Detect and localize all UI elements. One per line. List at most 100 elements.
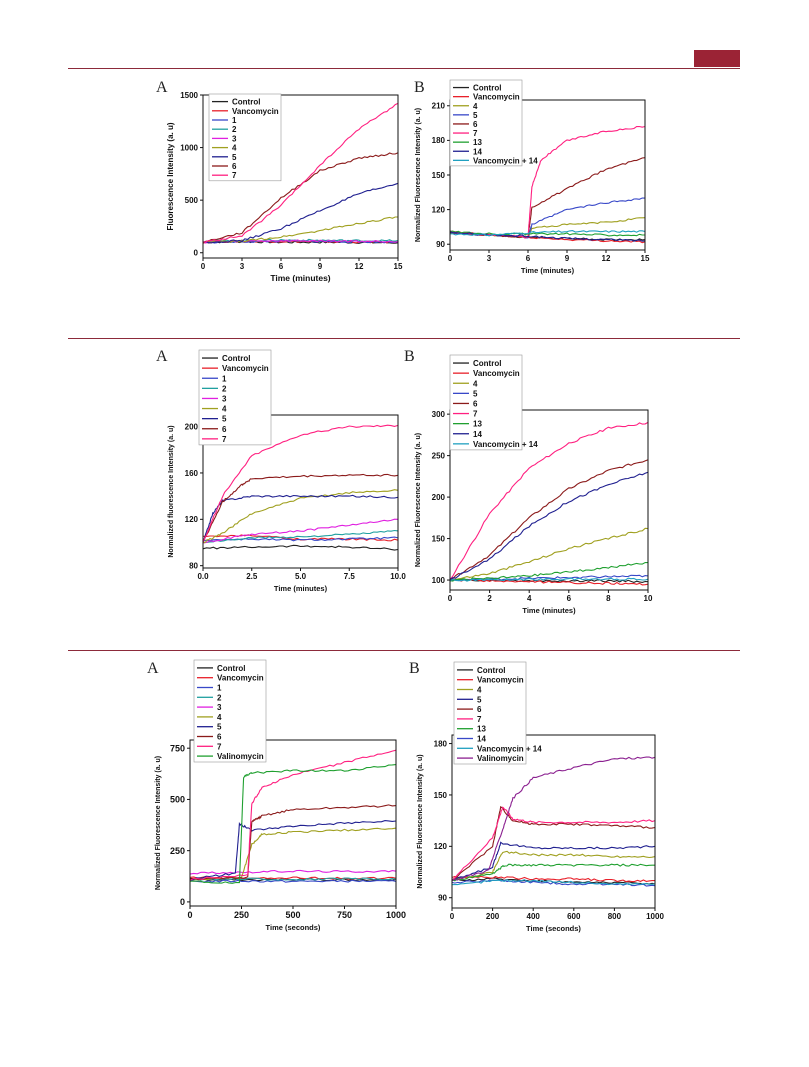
- chart-2: 0 3 6 9 12 15 90 120 150 180 210 Time (minutes) Norm…: [415, 79, 650, 275]
- legend-box: [193, 659, 267, 763]
- legend-entry: 6: [222, 425, 227, 434]
- series-line-13: [451, 863, 655, 882]
- y-tick-label: 500: [170, 795, 185, 805]
- x-tick-label: 9: [318, 262, 323, 271]
- y-tick-label: 120: [434, 842, 448, 851]
- series-line-6: [449, 157, 646, 239]
- y-axis-label: Normalized Fluorescence Intensity (a. u): [417, 754, 424, 888]
- x-tick-label: 12: [355, 262, 364, 271]
- legend-entry: Vancomycin + 14: [477, 744, 542, 753]
- legend-entry: 5: [222, 415, 227, 424]
- x-tick-label: 4: [527, 594, 532, 603]
- y-axis-label: Fluorescence Intensity (a. u): [166, 122, 175, 230]
- legend-entry: 3: [217, 703, 222, 712]
- legend-entry: Vancomycin: [473, 369, 520, 378]
- y-tick-label: 200: [432, 493, 446, 502]
- legend-entry: Vancomycin: [217, 674, 264, 683]
- legend-entry: 6: [232, 162, 237, 171]
- y-axis-label: Normalized Fluorescence Intensity (a. u): [155, 756, 162, 890]
- chart-5: 0 250 500 750 1000 0 250 500 750 Time (seconds) No…: [155, 659, 406, 932]
- legend-entry: Vancomycin: [473, 93, 520, 102]
- series-line-4: [202, 216, 398, 244]
- x-tick-label: 250: [234, 910, 249, 920]
- series-line-2: [190, 877, 397, 881]
- legend-entry: 5: [217, 723, 222, 732]
- legend-entry: 2: [222, 384, 227, 393]
- x-tick-label: 500: [285, 910, 300, 920]
- legend-entry: Control: [232, 98, 260, 107]
- series-line-valinomycin: [190, 764, 397, 884]
- x-tick-label: 3: [240, 262, 245, 271]
- x-tick-label: 9: [565, 254, 570, 263]
- y-tick-label: 100: [432, 576, 446, 585]
- legend-entry: Control: [473, 84, 501, 93]
- legend-entry: 5: [232, 153, 237, 162]
- series-line-3: [202, 239, 399, 244]
- x-tick-label: 600: [567, 912, 581, 921]
- x-axis-label: Time (seconds): [266, 923, 321, 932]
- x-tick-label: 0: [201, 262, 206, 271]
- legend-entry: Vancomycin + 14: [473, 156, 538, 165]
- x-tick-label: 6: [526, 254, 531, 263]
- series-line-3: [202, 518, 399, 544]
- panel-letter-b: B: [409, 660, 420, 677]
- x-tick-label: 10: [644, 594, 653, 603]
- y-tick-label: 0: [180, 897, 185, 907]
- series-line-6: [202, 473, 399, 543]
- series-line-6: [449, 459, 649, 582]
- x-tick-label: 750: [337, 910, 352, 920]
- legend-entry: Vancomycin: [477, 676, 524, 685]
- legend-entry: Vancomycin + 14: [473, 440, 538, 449]
- panel-letter-a: A: [147, 660, 159, 677]
- legend-box: [453, 661, 527, 765]
- legend-entry: 5: [473, 111, 478, 120]
- series-line-2: [202, 529, 399, 544]
- series-line-vancomycin-14: [450, 230, 646, 237]
- legend-entry: Control: [473, 359, 501, 368]
- x-tick-label: 0: [187, 910, 192, 920]
- x-tick-label: 1000: [646, 912, 664, 921]
- legend-entry: 13: [473, 138, 482, 147]
- chart-4: 0 2 4 6 8 10 100 150 200 250 300 Time (minutes) Norm…: [415, 354, 653, 615]
- y-tick-label: 80: [189, 561, 198, 570]
- y-tick-label: 500: [185, 196, 199, 205]
- y-tick-label: 90: [436, 240, 445, 249]
- legend-entry: Control: [217, 664, 245, 673]
- series-line-3: [189, 869, 397, 875]
- x-axis-label: Time (seconds): [526, 924, 581, 933]
- plot-frame: [451, 734, 656, 909]
- series-line-7: [451, 806, 656, 882]
- series-line-vancomycin: [449, 578, 649, 586]
- series-line-valinomycin: [451, 756, 656, 882]
- y-tick-label: 1000: [180, 143, 198, 152]
- series-line-14: [449, 471, 649, 581]
- series-line-control: [189, 877, 397, 882]
- legend-entry: 6: [477, 705, 482, 714]
- legend-entry: 7: [473, 129, 478, 138]
- y-tick-label: 750: [170, 743, 185, 753]
- x-tick-label: 15: [394, 262, 403, 271]
- legend-entry: 4: [473, 102, 478, 111]
- y-tick-label: 150: [432, 171, 446, 180]
- x-tick-label: 8: [606, 594, 611, 603]
- legend-entry: Control: [222, 354, 250, 363]
- legend-entry: Valinomycin: [217, 752, 264, 761]
- section-rule-1: [68, 338, 740, 339]
- series-line-vancomycin: [451, 875, 655, 883]
- series-line-4: [189, 827, 397, 881]
- x-axis-label: Time (minutes): [522, 606, 576, 615]
- plot-frame: [202, 94, 399, 259]
- legend-entry: 4: [217, 713, 222, 722]
- legend-entry: 3: [222, 394, 227, 403]
- series-line-5: [202, 494, 399, 543]
- series-line-7: [202, 102, 399, 243]
- legend-entry: 4: [222, 405, 227, 414]
- legend-entry: 1: [217, 684, 222, 693]
- x-axis-label: Time (minutes): [270, 273, 330, 283]
- series-line-vancomycin: [449, 230, 646, 244]
- y-tick-label: 150: [434, 791, 448, 800]
- legend-entry: 14: [473, 147, 482, 156]
- legend-entry: 2: [217, 693, 222, 702]
- y-tick-label: 0: [194, 249, 199, 258]
- y-tick-label: 120: [432, 205, 446, 214]
